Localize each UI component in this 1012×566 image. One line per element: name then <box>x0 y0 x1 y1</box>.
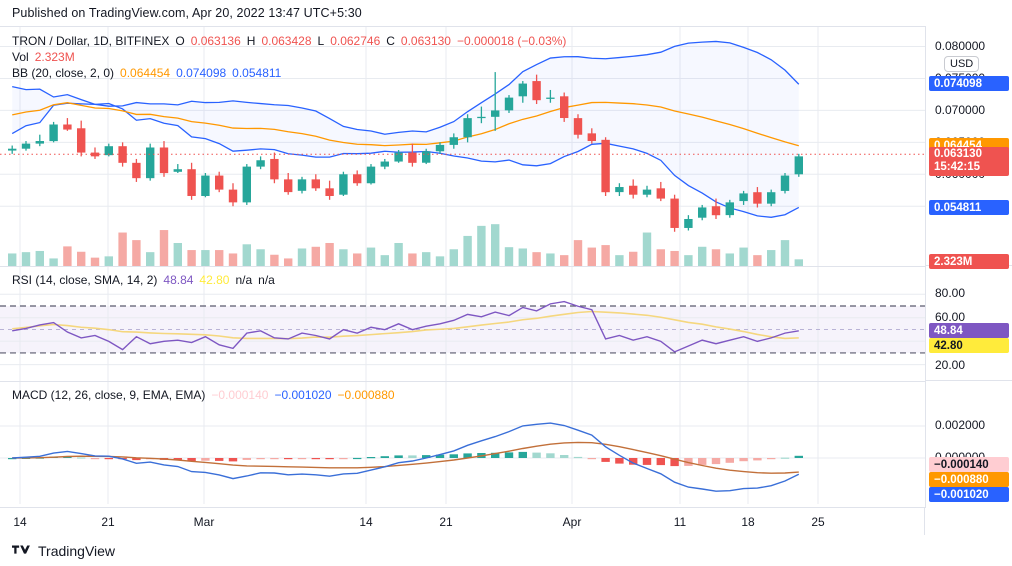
time-axis-label: 25 <box>811 515 825 529</box>
volume-legend: Vol 2.323M <box>12 49 566 65</box>
pill-value: 2.323M <box>934 255 973 268</box>
time-axis-label: 21 <box>439 515 453 529</box>
time-axis-label: 18 <box>741 515 755 529</box>
bb-basis-value: 0.064454 <box>120 66 171 80</box>
price-axis-section[interactable]: 0.0800000.0750000.0700000.0650000.060000… <box>926 26 1012 269</box>
pill-time: 15:42:15 <box>934 161 981 174</box>
macd-line-value: −0.001020 <box>274 388 332 402</box>
bb-lower-price-pill[interactable]: 0.054811 <box>929 200 1009 216</box>
macd-plot <box>0 382 925 504</box>
macd-title[interactable]: MACD (12, 26, close, 9, EMA, EMA) <box>12 388 206 402</box>
close-value: 0.063130 <box>400 34 451 48</box>
time-axis-label: Apr <box>562 515 582 529</box>
rsi-sma-value-pill[interactable]: 42.80 <box>929 338 1009 354</box>
macd-histogram-value-pill[interactable]: −0.000140 <box>929 457 1009 472</box>
volume-value: 2.323M <box>34 50 75 64</box>
pill-value: 0.074098 <box>934 77 982 90</box>
macd-axis-section[interactable]: 0.0020000.000000−0.000140−0.000880−0.001… <box>926 381 1012 503</box>
pill-value: 0.054811 <box>934 201 982 214</box>
time-axis-label: 21 <box>101 515 115 529</box>
bb-lower-value: 0.054811 <box>232 66 282 80</box>
macd-line-value-pill[interactable]: −0.001020 <box>929 487 1009 502</box>
published-banner: Published on TradingView.com, Apr 20, 20… <box>0 0 1012 26</box>
rsi-title[interactable]: RSI (14, close, SMA, 14, 2) <box>12 273 158 287</box>
macd-hist-value: −0.000140 <box>211 388 269 402</box>
bb-upper-price-pill[interactable]: 0.074098 <box>929 76 1009 92</box>
time-axis-label: 14 <box>359 515 373 529</box>
low-value: 0.062746 <box>330 34 381 48</box>
open-value: 0.063136 <box>190 34 241 48</box>
published-text: Published on TradingView.com, Apr 20, 20… <box>12 6 362 20</box>
price-axis-tick: 0.070000 <box>935 102 986 117</box>
bollinger-legend: BB (20, close, 2, 0) 0.064454 0.074098 0… <box>12 65 566 81</box>
price-candlestick-plot <box>0 27 925 266</box>
rsi-value: 48.84 <box>163 273 194 287</box>
high-value: 0.063428 <box>261 34 312 48</box>
macd-signal-value: −0.000880 <box>337 388 395 402</box>
rsi-axis-tick: 80.00 <box>935 286 966 301</box>
low-label: L <box>317 34 325 48</box>
change-value: −0.000018 (−0.03%) <box>456 34 567 48</box>
rsi-pane[interactable]: RSI (14, close, SMA, 14, 2) 48.84 42.80 … <box>0 267 925 382</box>
rsi-value-pill[interactable]: 48.84 <box>929 323 1009 339</box>
time-axis-label: 14 <box>13 515 27 529</box>
time-axis[interactable]: 14 21 Mar 14 21 Apr 11 18 25 <box>0 508 925 535</box>
rsi-plot <box>0 267 925 381</box>
tradingview-logo-icon <box>12 545 30 554</box>
last-price-pill[interactable]: 0.063130 15:42:15 <box>929 146 1009 176</box>
macd-pane[interactable]: MACD (12, 26, close, 9, EMA, EMA) −0.000… <box>0 382 925 504</box>
rsi-legend: RSI (14, close, SMA, 14, 2) 48.84 42.80 … <box>12 272 275 288</box>
time-axis-label: 11 <box>673 515 687 529</box>
footer: TradingView <box>0 535 1012 566</box>
rsi-na-1: n/a <box>235 273 253 287</box>
macd-axis-tick: 0.002000 <box>935 418 986 432</box>
bb-upper-value: 0.074098 <box>176 66 227 80</box>
bb-title[interactable]: BB (20, close, 2, 0) <box>12 66 115 80</box>
currency-badge[interactable]: USD <box>944 56 980 72</box>
high-label: H <box>246 34 256 48</box>
rsi-na-2: n/a <box>258 273 275 287</box>
rsi-axis-tick: 20.00 <box>935 357 966 372</box>
time-axis-label: Mar <box>193 515 215 529</box>
price-axis-tick: 0.080000 <box>935 38 986 53</box>
symbol-label[interactable]: TRON / Dollar, 1D, BITFINEX <box>12 34 170 48</box>
right-price-axis[interactable]: 0.0800000.0750000.0700000.0650000.060000… <box>925 26 1012 508</box>
volume-value-pill[interactable]: 2.323M <box>929 254 1009 269</box>
rsi-axis-tick: 60.00 <box>935 310 966 325</box>
close-label: C <box>386 34 395 48</box>
volume-label: Vol <box>12 50 29 64</box>
macd-signal-value-pill[interactable]: −0.000880 <box>929 472 1009 487</box>
brand-name: TradingView <box>38 542 116 559</box>
pill-value: 0.063130 <box>934 148 982 161</box>
open-label: O <box>175 34 185 48</box>
rsi-sma-value: 42.80 <box>199 273 230 287</box>
macd-legend: MACD (12, 26, close, 9, EMA, EMA) −0.000… <box>12 387 395 403</box>
